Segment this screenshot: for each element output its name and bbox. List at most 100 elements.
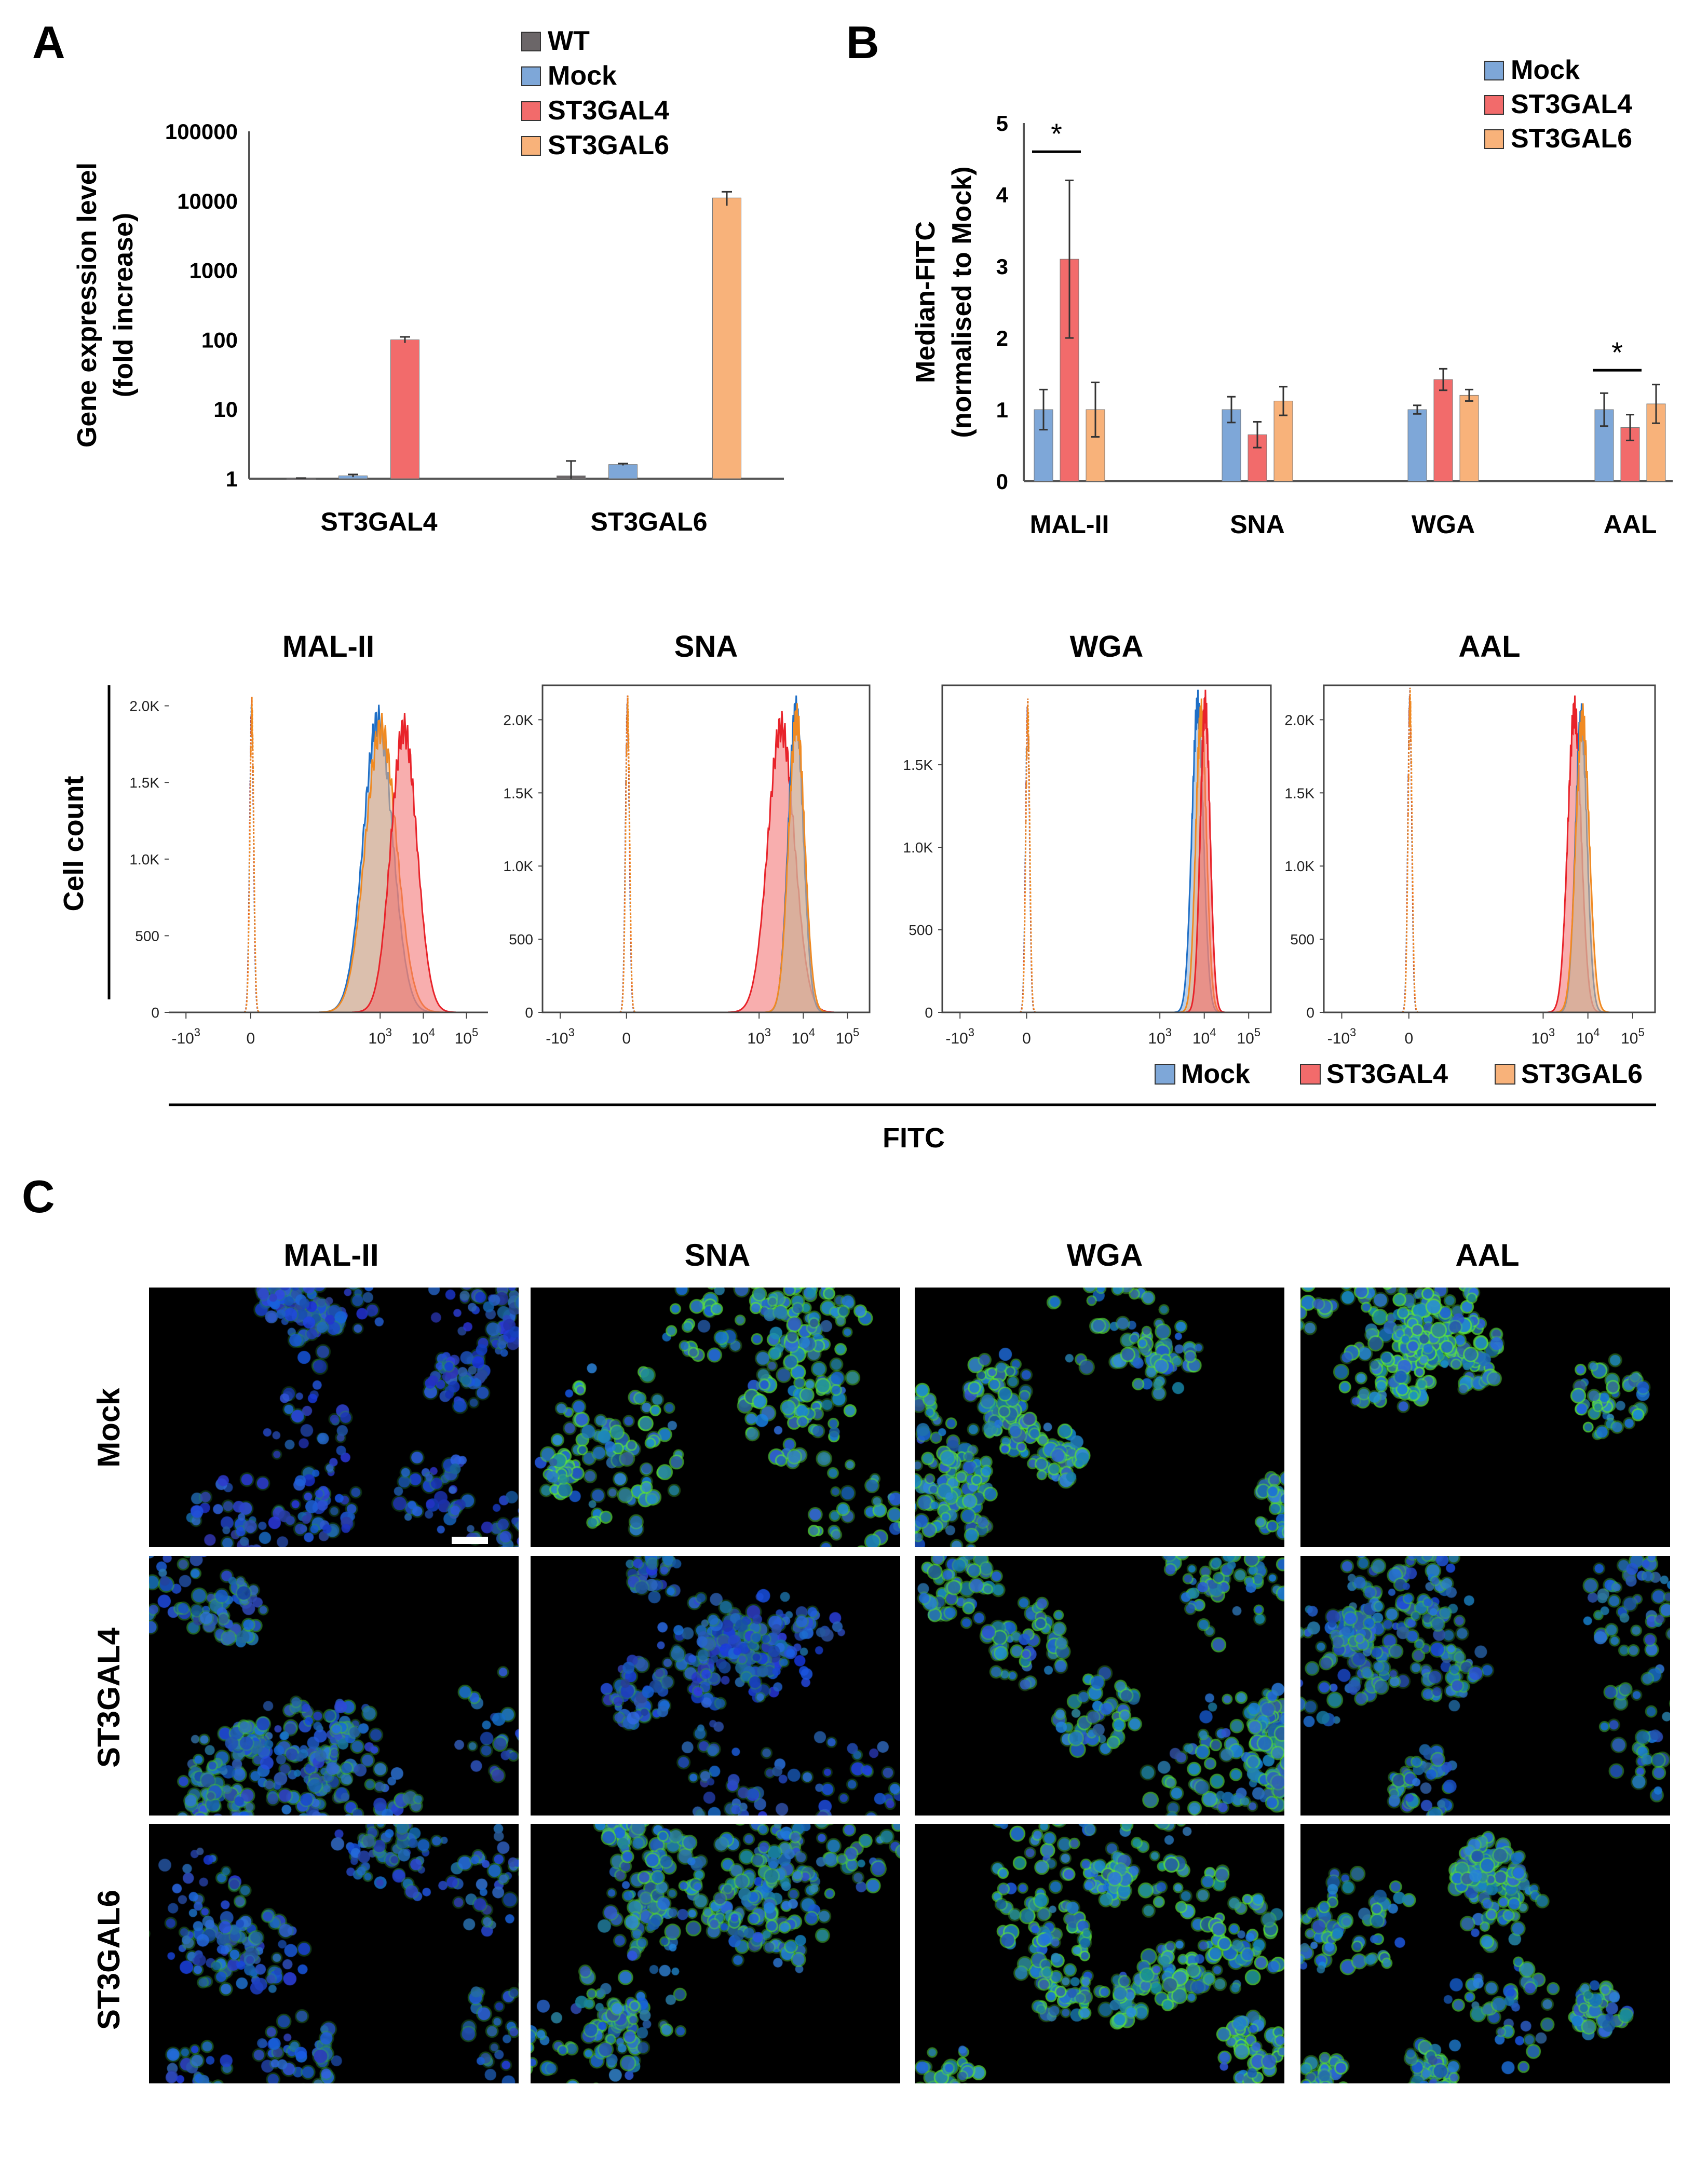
category-label: SNA [1230,510,1285,539]
y-axis-title-line1: Gene expression level [72,162,102,448]
histogram-title: AAL [1458,630,1520,663]
y-axis-title-line2: (fold increase) [109,213,139,397]
legend-label: Mock [1181,1059,1250,1089]
histogram-panel: SNA 0 500 1.0K 1.5K 2.0K -103 0 103 104 105 [503,630,871,1047]
micrograph-st3gal6-sna [531,1824,900,2083]
micrograph-image [149,1824,519,2083]
y-tick-label: 1.0K [1284,858,1314,874]
micrograph-st3gal6-mal-ii [149,1824,519,2083]
x-axis-title: FITC [883,1122,945,1154]
histogram-line-st3gal6 [1555,703,1610,1013]
isotype-control-line [1020,698,1036,1013]
y-tick-label: 0 [151,1005,159,1021]
y-tick-label: 2.0K [129,698,159,714]
y-tick-label: 3 [996,254,1008,279]
category-label: AAL [1604,510,1657,539]
y-tick-label: 2 [996,326,1008,350]
x-tick-label: 0 [1022,1030,1031,1047]
x-tick-label: -103 [171,1026,200,1047]
micrograph-mock-wga [915,1288,1284,1547]
x-tick-label: 0 [622,1030,631,1047]
histogram-fill-st3gal4 [728,711,834,1012]
y-tick-label: 1.5K [503,785,533,801]
micrograph-image [915,1824,1284,2083]
legend-swatch-mock [1155,1064,1175,1085]
panel-label-a: A [32,17,65,68]
microscopy-row-label: Mock [91,1388,126,1468]
legend-label: ST3GAL4 [1511,89,1632,119]
y-tick-label: 0 [925,1005,933,1021]
flow-histograms: MAL-II 0 500 1.0K 1.5K 2.0K -103 0 103 104 105 SNA 0… [58,630,1656,1154]
micrograph-image [915,1288,1284,1547]
histogram-fill-st3gal4 [352,713,456,1012]
category-label: ST3GAL6 [590,507,707,536]
y-axis-title-line1: Median-FITC [911,221,941,383]
micrograph-st3gal4-wga [915,1556,1284,1816]
y-tick-label: 2.0K [503,712,533,728]
y-axis-title-line2: (normalised to Mock) [947,167,977,438]
y-tick-label: 1 [996,398,1008,422]
x-tick-label: 103 [747,1026,771,1047]
microscopy-labels: MAL-II SNA WGA AAL Mock ST3GAL4 ST3GAL6 [91,1238,1520,2030]
y-tick-label: 0 [996,469,1008,494]
microscopy-column-label: MAL-II [283,1238,378,1272]
x-tick-label: -103 [546,1026,575,1047]
isotype-control-line [1402,687,1419,1013]
histogram-line-st3gal4 [1185,689,1225,1013]
category-label: WGA [1412,510,1475,539]
y-tick-label: 100000 [165,119,238,144]
y-tick-label: 1.5K [1284,785,1314,801]
y-tick-label: 1.5K [129,775,159,791]
micrograph-image [531,1288,900,1547]
y-tick-label: 500 [509,931,533,947]
bar-st3gal4 [390,339,419,479]
legend-label: ST3GAL4 [548,96,669,126]
bar-st3gal4 [1433,379,1453,482]
microscopy-column-label: SNA [685,1238,751,1272]
histogram-fill-st3gal4 [1185,689,1225,1012]
x-tick-label: -103 [1327,1026,1357,1047]
x-tick-label: 0 [1404,1030,1413,1047]
chart-a-gene-expression: 1 10 100 1000 10000 100000 Gene expression lev… [72,26,784,536]
microscopy-row-label: ST3GAL6 [91,1890,126,2030]
significance-marker: * [1051,117,1062,150]
x-tick-label: 104 [412,1026,436,1047]
y-tick-label: 5 [996,111,1008,136]
histogram-fill-st3gal6 [1555,703,1610,1012]
bar-mock [1407,409,1427,482]
legend-swatch-st3gal4 [1484,95,1504,115]
micrograph-image [1300,1824,1670,2083]
x-tick-label: 103 [368,1026,392,1047]
y-tick-label: 100 [201,328,238,352]
y-tick-label: 1.0K [503,858,533,874]
micrograph-mock-sna [531,1288,900,1547]
legend-swatch-st3gal4 [1300,1064,1321,1085]
x-tick-label: 104 [791,1026,815,1047]
y-tick-label: 1.0K [129,851,159,868]
histogram-fill-st3gal6 [765,703,829,1012]
histogram-line-st3gal4 [352,713,456,1013]
y-tick-label: 1 [226,467,238,491]
isotype-control-line [243,696,260,1013]
micrograph-st3gal6-wga [915,1824,1284,2083]
histogram-title: SNA [674,630,738,663]
micrograph-image [915,1556,1284,1816]
legend-swatch-mock [521,66,541,86]
histogram-fill-st3gal6 [319,713,443,1012]
legend-swatch-st3gal6 [521,136,541,156]
microscopy-column-label: WGA [1067,1238,1143,1272]
legend-label: ST3GAL4 [1326,1059,1448,1089]
x-tick-label: -103 [945,1026,974,1047]
micrograph-image [531,1556,900,1816]
x-tick-label: 105 [1237,1026,1260,1047]
y-tick-label: 4 [996,183,1009,207]
legend-swatch-st3gal4 [521,101,541,121]
x-tick-label: 103 [1531,1026,1555,1047]
legend-label: ST3GAL6 [1511,124,1632,154]
micrograph-image [149,1288,519,1547]
y-tick-label: 1.5K [903,757,933,773]
micrograph-image [149,1556,519,1816]
x-tick-label: 104 [1576,1026,1600,1047]
